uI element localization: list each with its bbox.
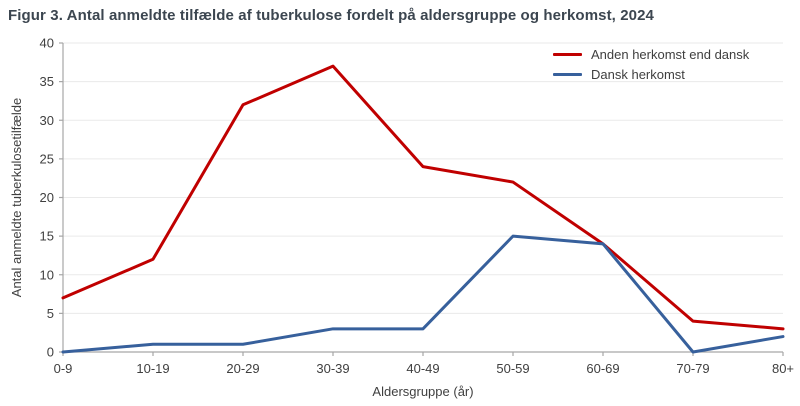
- x-tick-label: 20-29: [226, 361, 259, 376]
- y-tick-label: 20: [40, 190, 54, 205]
- y-tick-label: 25: [40, 151, 54, 166]
- x-tick-label: 80+: [772, 361, 794, 376]
- y-tick-label: 30: [40, 113, 54, 128]
- x-tick-label: 40-49: [406, 361, 439, 376]
- legend: Anden herkomst end dansk Dansk herkomst: [553, 46, 750, 82]
- x-tick-label: 70-79: [676, 361, 709, 376]
- y-tick-label: 0: [47, 345, 54, 360]
- y-tick-label: 5: [47, 306, 54, 321]
- figure-title: Figur 3. Antal anmeldte tilfælde af tube…: [8, 7, 654, 24]
- x-tick-label: 10-19: [136, 361, 169, 376]
- legend-item-dansk-herkomst: Dansk herkomst: [553, 66, 749, 82]
- legend-line-swatch-blue: [553, 72, 582, 76]
- legend-label: Dansk herkomst: [591, 66, 685, 82]
- y-tick-label: 35: [40, 74, 54, 89]
- x-tick-label: 0-9: [54, 361, 73, 376]
- legend-line-swatch-red: [553, 52, 582, 56]
- y-tick-label: 10: [40, 267, 54, 282]
- x-axis-title: Aldersgruppe (år): [372, 384, 473, 399]
- x-tick-label: 60-69: [586, 361, 619, 376]
- x-tick-label: 30-39: [316, 361, 349, 376]
- y-tick-label: 15: [40, 229, 54, 244]
- series-line-0: [61, 64, 785, 331]
- legend-label: Anden herkomst end dansk: [591, 46, 750, 62]
- legend-item-anden-herkomst: Anden herkomst end dansk: [553, 46, 750, 62]
- x-tick-label: 50-59: [496, 361, 529, 376]
- series-line-1: [61, 234, 785, 354]
- y-axis-title: Antal anmeldte tuberkulosetilfælde: [9, 98, 24, 297]
- y-tick-label: 40: [40, 36, 54, 51]
